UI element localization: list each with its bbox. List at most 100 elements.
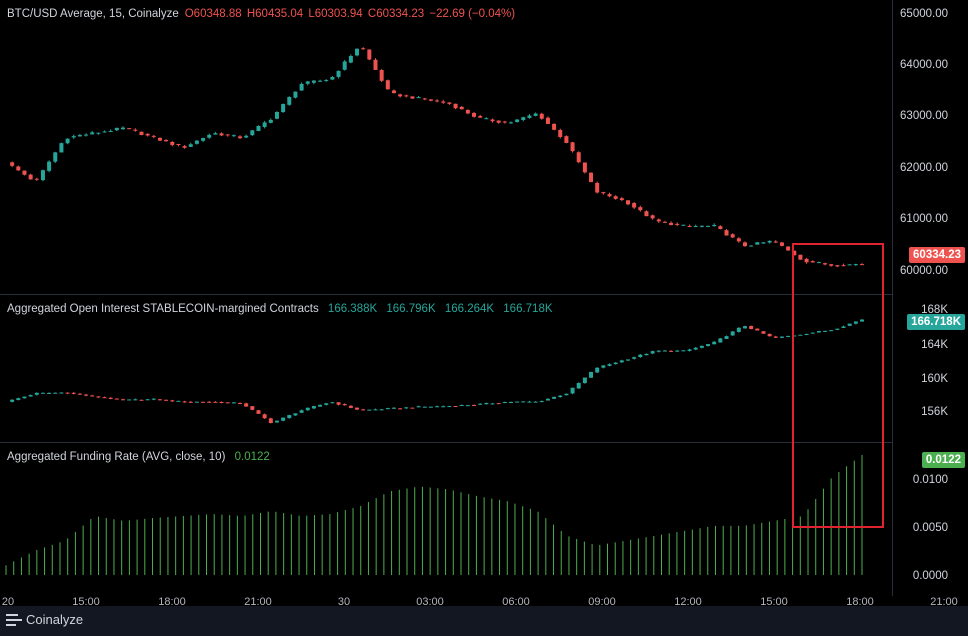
oi-candle: [398, 408, 403, 410]
price-candle: [539, 113, 544, 119]
oi-candle: [268, 418, 273, 424]
oi-candle: [687, 349, 692, 351]
price-candle: [675, 223, 680, 225]
price-candle: [484, 118, 489, 120]
oi-candle: [490, 403, 495, 405]
price-candle: [108, 130, 113, 132]
pane-separator-funding[interactable]: [0, 442, 892, 443]
footer-bar: [0, 606, 968, 636]
oi-candle: [749, 325, 754, 330]
oi-candle: [361, 409, 366, 411]
oi-candle: [484, 402, 489, 405]
oi-candle: [274, 420, 279, 423]
oi-candle: [96, 396, 101, 398]
oi-candle: [607, 364, 612, 366]
oi-candle: [860, 319, 864, 322]
price-candle: [59, 143, 64, 153]
oi-candle: [47, 392, 52, 394]
oi-title[interactable]: Aggregated Open Interest STABLECOIN-marg…: [7, 303, 319, 315]
price-candle: [385, 80, 390, 90]
price-candle: [786, 246, 791, 251]
price-candle: [274, 112, 279, 119]
price-tick: 60000.00: [900, 265, 948, 277]
price-candle: [607, 194, 612, 197]
time-tick: 21:00: [244, 596, 272, 608]
symbol-title[interactable]: BTC/USD Average, 15, Coinalyze: [7, 8, 179, 20]
oi-candle: [194, 401, 199, 403]
oi-candle: [459, 404, 464, 406]
price-candle: [22, 170, 27, 175]
oi-candle: [527, 401, 532, 403]
price-candle: [595, 182, 600, 193]
time-tick: 21:00: [930, 596, 958, 608]
oi-candle: [823, 330, 828, 332]
oi-candle: [515, 401, 520, 403]
price-candle: [121, 127, 126, 130]
oi-candle: [625, 359, 630, 361]
price-candle: [176, 144, 181, 146]
price-candle: [773, 241, 778, 243]
time-tick: 20: [1, 596, 15, 608]
oi-candle: [410, 407, 415, 409]
price-candle: [207, 134, 212, 138]
price-candle: [201, 138, 206, 141]
last-oi-badge: 166.718K: [907, 314, 965, 330]
oi-candle: [570, 387, 575, 394]
oi-candle: [355, 407, 360, 410]
price-candle: [139, 131, 144, 136]
oi-candle: [367, 409, 372, 411]
oi-close: 166.718K: [503, 303, 553, 315]
oi-candle: [404, 407, 409, 409]
price-legend: BTC/USD Average, 15, Coinalyze O60348.88 …: [7, 8, 521, 20]
oi-candle: [693, 347, 698, 350]
pane-separator-oi[interactable]: [0, 294, 892, 295]
price-candle: [502, 121, 507, 123]
chart-canvas[interactable]: [0, 0, 968, 606]
price-candle: [619, 198, 624, 201]
price-candle: [472, 112, 477, 117]
price-candle: [638, 207, 643, 211]
price-candle: [410, 96, 415, 99]
time-tick: 15:00: [760, 596, 788, 608]
oi-candle: [847, 323, 852, 326]
oi-candle: [508, 401, 513, 403]
oi-candle: [238, 403, 243, 405]
oi-candle: [521, 401, 526, 403]
price-candle: [490, 119, 495, 122]
oi-candle: [428, 406, 433, 408]
price-candle: [823, 263, 828, 265]
price-candle: [508, 122, 513, 124]
oi-candle: [219, 401, 224, 403]
oi-candle: [810, 332, 815, 334]
oi-candle: [416, 406, 421, 408]
oi-candle: [699, 345, 704, 348]
price-candle: [348, 55, 353, 63]
brand-logo[interactable]: Coinalyze: [6, 612, 83, 627]
price-candle: [293, 91, 298, 98]
oi-candle: [650, 351, 655, 354]
oi-candle: [539, 401, 544, 403]
oi-candle: [798, 334, 803, 336]
oi-candle: [127, 399, 132, 401]
oi-candle: [22, 396, 27, 399]
price-candle: [305, 81, 310, 84]
price-candle: [558, 130, 563, 138]
oi-candle: [786, 335, 791, 337]
price-candle: [231, 135, 236, 137]
oi-candle: [552, 396, 557, 399]
price-candle: [847, 264, 852, 266]
price-candle: [213, 133, 218, 135]
oi-candle: [582, 377, 587, 384]
oi-candle: [835, 328, 840, 330]
oi-candle: [724, 336, 729, 340]
oi-candle: [84, 394, 89, 396]
price-candle: [693, 226, 698, 228]
oi-candle: [133, 399, 138, 401]
funding-title[interactable]: Aggregated Funding Rate (AVG, close, 10): [7, 451, 226, 463]
oi-candle: [804, 333, 809, 335]
price-candle: [576, 152, 581, 163]
oi-candle: [336, 402, 341, 405]
price-candle: [10, 162, 15, 166]
price-candle: [262, 122, 267, 127]
price-candle: [453, 103, 458, 109]
